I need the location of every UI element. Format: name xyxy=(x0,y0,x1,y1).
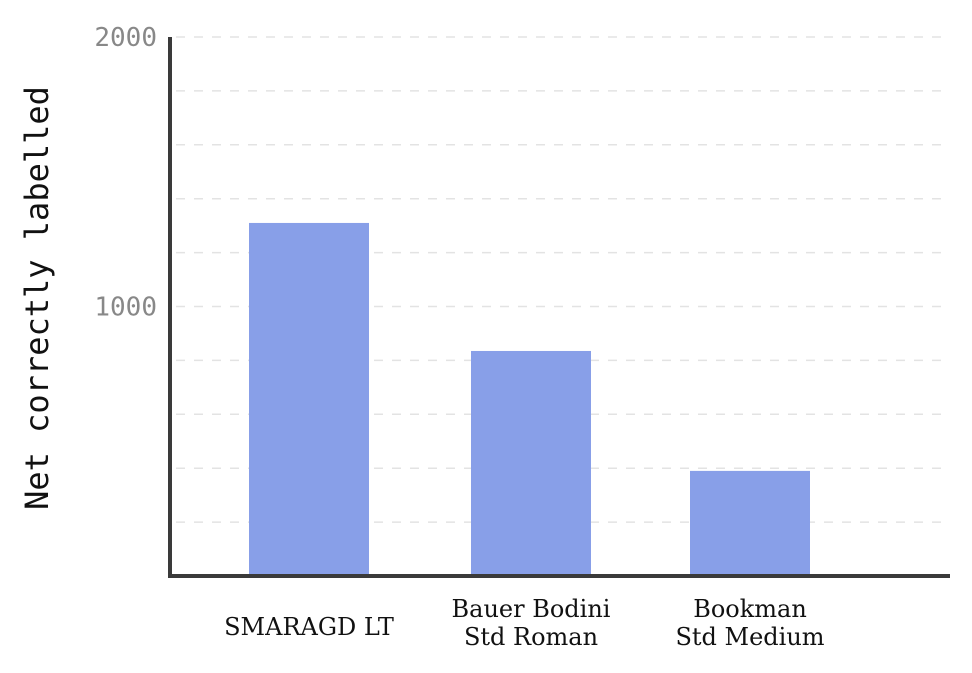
y-axis-label: Net correctly labelled xyxy=(18,86,56,510)
y-tick-label: 2000 xyxy=(94,23,157,53)
x-tick-label: Bookman Std Medium xyxy=(675,595,824,651)
x-tick-label: Bauer Bodini Std Roman xyxy=(452,595,611,651)
y-tick-label: 1000 xyxy=(94,293,157,323)
bars xyxy=(249,222,810,576)
bar xyxy=(690,470,810,576)
y-tick-labels: 1000 2000 xyxy=(94,23,157,323)
bar xyxy=(249,222,369,576)
x-tick-label: SMARAGD LT xyxy=(224,613,394,641)
x-tick-labels: SMARAGD LT Bauer Bodini Std Roman Bookman St… xyxy=(224,595,825,651)
bar xyxy=(471,350,591,576)
axes xyxy=(168,37,950,578)
